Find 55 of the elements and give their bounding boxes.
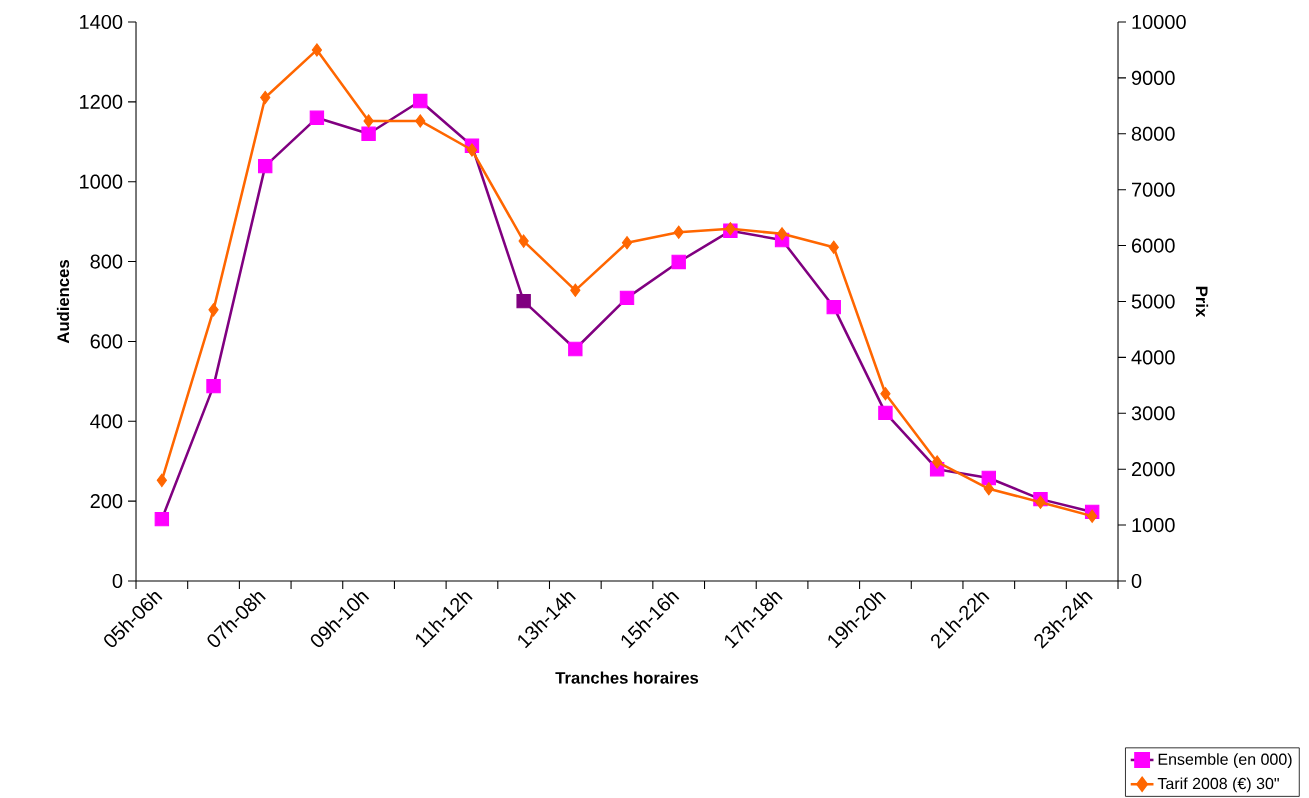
point (309, 110, 325, 126)
point (466, 143, 478, 157)
y2-tick-label: 6000 (1132, 238, 1175, 253)
point (1035, 495, 1046, 509)
y2-tick-label: 10000 (1132, 14, 1186, 30)
point (208, 303, 219, 317)
point (1087, 509, 1098, 523)
point (828, 240, 839, 254)
y2-tick-label: 5000 (1131, 294, 1175, 309)
point (931, 455, 943, 469)
point (518, 234, 529, 248)
y-tick-label: 0 (112, 573, 123, 589)
y-tick-label: 200 (90, 494, 123, 509)
legend-label: Tarif 2008 (€) 30" (1157, 777, 1279, 793)
point (311, 43, 323, 57)
x-axis-title: Tranches horaires (555, 671, 699, 684)
point (826, 299, 841, 315)
point (619, 290, 635, 306)
y2-tick-label: 7000 (1132, 182, 1175, 197)
y-tick-label: 400 (90, 414, 123, 429)
y2-tick-label: 8000 (1131, 126, 1175, 141)
y2-tick-label: 0 (1131, 573, 1142, 589)
point (516, 293, 531, 309)
point (570, 283, 581, 297)
y2-tick-label: 3000 (1131, 406, 1175, 421)
point (413, 93, 428, 109)
legend-label: Ensemble (en 000) (1158, 753, 1292, 769)
y-axis-title: Audiences (56, 260, 70, 344)
point (776, 227, 788, 241)
y-tick-label: 600 (90, 334, 123, 349)
point (260, 90, 271, 105)
y-tick-label: 800 (90, 254, 123, 269)
point (673, 225, 684, 239)
point (361, 126, 376, 141)
point (206, 378, 221, 394)
point (156, 473, 167, 488)
y-tick-label: 1400 (80, 14, 123, 30)
point (671, 254, 686, 270)
point (415, 114, 426, 128)
y2-tick-label: 9000 (1131, 70, 1175, 85)
y-tick-label: 1000 (80, 174, 123, 189)
y2-tick-label: 4000 (1131, 350, 1175, 365)
y-tick-label: 1200 (80, 94, 123, 109)
point (880, 387, 891, 401)
point (568, 341, 583, 357)
point (878, 405, 893, 421)
point (258, 158, 273, 174)
y2-axis-title: Prix (1196, 286, 1209, 318)
point (983, 482, 994, 496)
y2-tick-label: 2000 (1131, 462, 1175, 477)
point (981, 470, 997, 486)
point (621, 236, 633, 250)
point (363, 114, 374, 128)
point (154, 511, 170, 527)
y2-tick-label: 1000 (1132, 518, 1175, 533)
